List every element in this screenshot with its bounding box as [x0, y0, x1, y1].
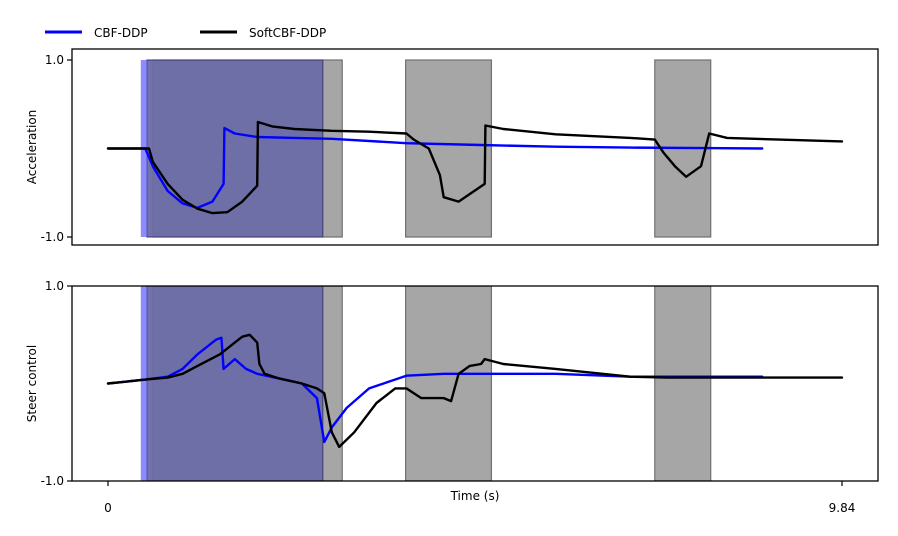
acceleration-panel: 1.0 -1.0 Acceleration: [25, 48, 879, 246]
cbf-region-edge: [140, 286, 147, 481]
y-tick-label: 1.0: [45, 279, 64, 293]
plot-frame: [71, 48, 879, 246]
shaded-regions: [140, 286, 712, 481]
y-tick-label: -1.0: [41, 474, 64, 488]
x-axis-label: Time (s): [450, 489, 500, 503]
soft-region: [654, 286, 712, 481]
series-line-softcbf-ddp: [106, 333, 844, 449]
cbf-region: [146, 59, 324, 238]
y-axis-label: Steer control: [25, 345, 39, 422]
soft-region: [405, 286, 493, 481]
legend-label: SoftCBF-DDP: [249, 26, 326, 40]
y-axis-label: Acceleration: [25, 110, 39, 185]
x-tick-label: 9.84: [829, 501, 856, 515]
steer-control-panel: 1.0 -1.0 Steer control 0 9.84: [25, 279, 879, 515]
plot-frame: [71, 285, 879, 482]
y-tick-label: 1.0: [45, 53, 64, 67]
x-tick-label: 0: [104, 501, 112, 515]
legend-label: CBF-DDP: [94, 26, 148, 40]
cbf-region: [146, 286, 324, 481]
series-line-cbf-ddp: [106, 126, 764, 209]
y-tick-label: -1.0: [41, 230, 64, 244]
legend: CBF-DDP SoftCBF-DDP: [45, 26, 326, 40]
soft-region: [405, 59, 493, 238]
series-line-softcbf-ddp: [106, 120, 844, 215]
